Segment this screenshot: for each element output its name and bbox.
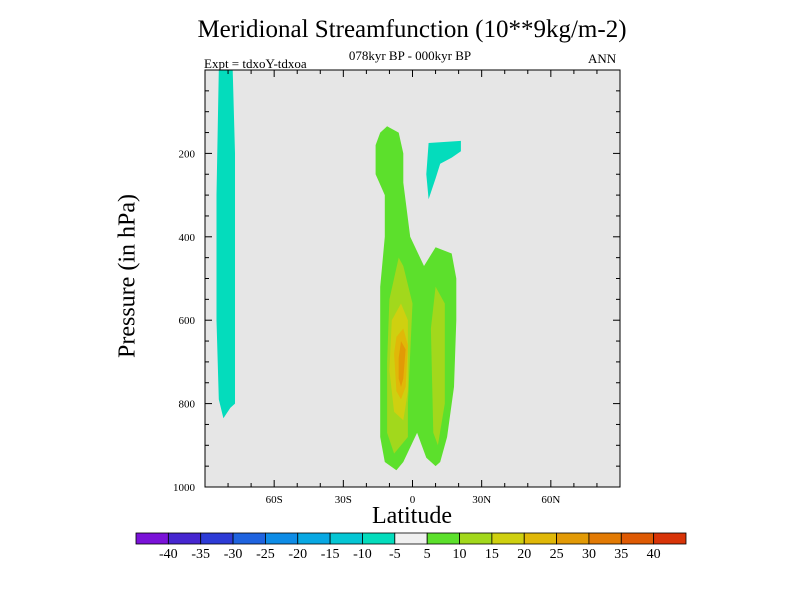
- colorbar-box: [167, 532, 202, 545]
- colorbar-label: -40: [159, 547, 178, 562]
- colorbar-box: [426, 532, 460, 545]
- colorbar-box: [362, 532, 396, 545]
- colorbar-box: [459, 532, 493, 545]
- colorbar-box: [588, 532, 622, 545]
- colorbar-box: [523, 532, 557, 545]
- contour-region-1: [426, 140, 461, 200]
- contour-region-0: [216, 70, 235, 419]
- x-tick-label: 0: [410, 494, 416, 506]
- x-tick-label: 60N: [541, 494, 560, 506]
- colorbar-box: [394, 532, 428, 545]
- colorbar-label: -35: [191, 547, 210, 562]
- contour-region-4: [430, 286, 445, 446]
- colorbar-label: 15: [485, 547, 499, 562]
- colorbar-box: [620, 532, 655, 545]
- colorbar-box: [200, 532, 234, 545]
- colorbar-label: 35: [614, 547, 628, 562]
- colorbar-box: [491, 532, 525, 545]
- x-tick-label: 30S: [335, 494, 352, 506]
- colorbar-label: -30: [224, 547, 243, 562]
- x-tick-label: 30N: [472, 494, 491, 506]
- colorbar-box: [653, 532, 687, 545]
- chart-title: Meridional Streamfunction (10**9kg/m-2): [197, 16, 627, 43]
- contour-region-7: [398, 341, 406, 387]
- x-axis-label: Latitude: [372, 503, 452, 529]
- season-label: ANN: [588, 51, 617, 66]
- y-tick-label: 200: [179, 148, 196, 160]
- colorbar-box: [556, 532, 590, 545]
- y-tick-label: 600: [179, 315, 196, 327]
- colorbar-label: 10: [453, 547, 467, 562]
- colorbar-label: 40: [647, 547, 661, 562]
- colorbar-box: [135, 532, 169, 545]
- experiment-label: Expt = tdxoY-tdxoa: [204, 56, 307, 71]
- y-tick-label: 800: [179, 399, 196, 411]
- colorbar-box: [297, 532, 331, 545]
- colorbar-box: [265, 532, 299, 545]
- colorbar-label: -5: [389, 547, 401, 562]
- x-tick-label: 60S: [266, 494, 283, 506]
- colorbar-label: -10: [353, 547, 372, 562]
- colorbar-box: [329, 532, 363, 545]
- colorbar-label: 30: [582, 547, 596, 562]
- colorbar-label: -25: [256, 547, 275, 562]
- y-tick-label: 400: [179, 232, 196, 244]
- colorbar-label: -20: [288, 547, 307, 562]
- colorbar-box: [232, 532, 266, 545]
- colorbar-label: 20: [517, 547, 531, 562]
- y-tick-label: 1000: [173, 482, 196, 494]
- chart-subtitle: 078kyr BP - 000kyr BP: [348, 48, 472, 63]
- colorbar-label: -15: [321, 547, 340, 562]
- colorbar-label: 25: [550, 547, 564, 562]
- colorbar-label: 5: [424, 547, 431, 562]
